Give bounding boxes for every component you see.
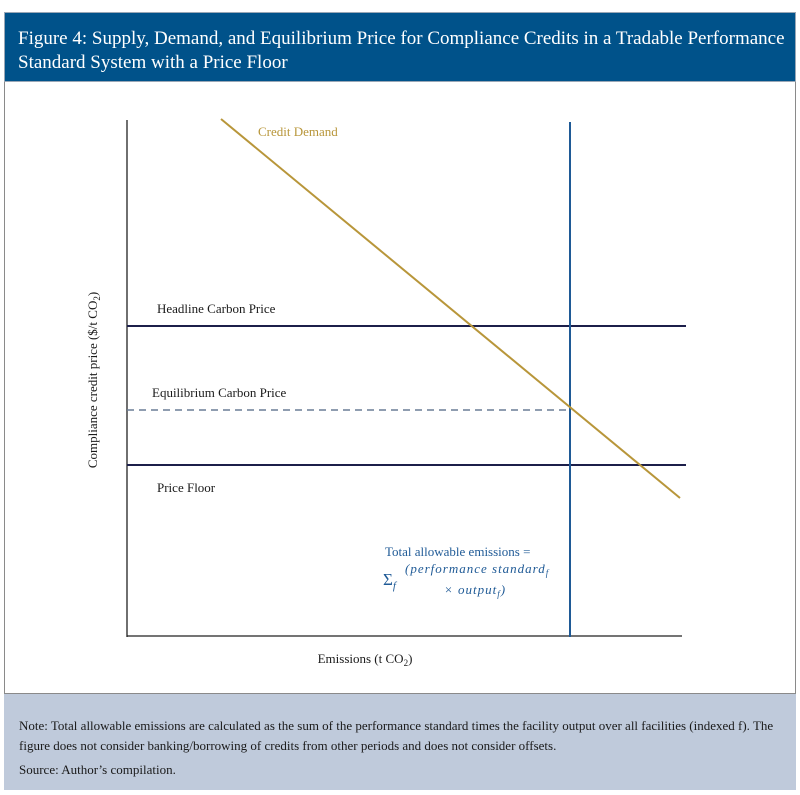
- annotation-formula-b: × outputf): [444, 582, 506, 599]
- headline-carbon-price-label: Headline Carbon Price: [157, 301, 276, 316]
- x-axis-label: Emissions (t CO2): [318, 651, 413, 668]
- total-allowable-emissions-annotation: Total allowable emissions = Σf (performa…: [383, 544, 550, 599]
- annotation-line1: Total allowable emissions =: [385, 544, 530, 559]
- credit-demand-label: Credit Demand: [258, 124, 338, 139]
- note-panel: Note: Total allowable emissions are calc…: [4, 694, 796, 790]
- note-text: Note: Total allowable emissions are calc…: [19, 718, 774, 753]
- figure-header: Figure 4: Supply, Demand, and Equilibriu…: [4, 12, 796, 82]
- source-text: Source: Author’s compilation.: [19, 762, 176, 777]
- figure-title: Figure 4: Supply, Demand, and Equilibriu…: [18, 28, 785, 73]
- equilibrium-carbon-price-label: Equilibrium Carbon Price: [152, 385, 287, 400]
- price-floor-label: Price Floor: [157, 480, 216, 495]
- credit-demand-line: [220, 118, 681, 499]
- annotation-sigma: Σf: [383, 570, 398, 592]
- annotation-formula-a: (performance standardf: [405, 561, 550, 578]
- figure-panel: [4, 82, 796, 694]
- y-axis-label: Compliance credit price ($/t CO2): [85, 292, 102, 468]
